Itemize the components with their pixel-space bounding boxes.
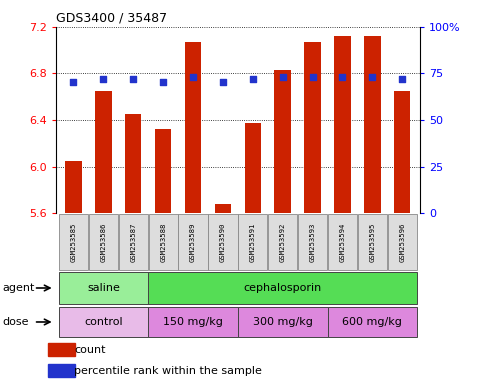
Point: [279, 74, 286, 80]
FancyBboxPatch shape: [327, 306, 417, 338]
Text: GSM253587: GSM253587: [130, 222, 136, 262]
Text: 150 mg/kg: 150 mg/kg: [163, 317, 223, 327]
Text: GSM253591: GSM253591: [250, 222, 256, 262]
FancyBboxPatch shape: [298, 214, 327, 270]
Text: dose: dose: [2, 317, 29, 327]
Bar: [215, 204, 231, 213]
Text: GSM253586: GSM253586: [100, 222, 106, 262]
FancyBboxPatch shape: [358, 214, 387, 270]
FancyBboxPatch shape: [119, 214, 148, 270]
Point: [369, 74, 376, 80]
FancyBboxPatch shape: [148, 306, 238, 338]
Text: agent: agent: [2, 283, 35, 293]
FancyBboxPatch shape: [148, 272, 417, 304]
Point: [99, 76, 107, 82]
Text: GDS3400 / 35487: GDS3400 / 35487: [56, 11, 167, 24]
Bar: [334, 36, 351, 213]
FancyBboxPatch shape: [238, 306, 327, 338]
Point: [309, 74, 316, 80]
Bar: [48, 364, 74, 377]
Text: percentile rank within the sample: percentile rank within the sample: [74, 366, 262, 376]
Point: [249, 76, 256, 82]
FancyBboxPatch shape: [58, 272, 148, 304]
Text: cephalosporin: cephalosporin: [243, 283, 322, 293]
FancyBboxPatch shape: [178, 214, 208, 270]
FancyBboxPatch shape: [208, 214, 238, 270]
Text: GSM253589: GSM253589: [190, 222, 196, 262]
Text: 300 mg/kg: 300 mg/kg: [253, 317, 313, 327]
Point: [129, 76, 137, 82]
Bar: [244, 124, 261, 213]
Bar: [274, 70, 291, 213]
Bar: [394, 91, 411, 213]
FancyBboxPatch shape: [328, 214, 357, 270]
FancyBboxPatch shape: [89, 214, 118, 270]
Bar: [65, 161, 82, 213]
FancyBboxPatch shape: [59, 214, 88, 270]
FancyBboxPatch shape: [268, 214, 298, 270]
Point: [159, 78, 167, 84]
Text: GSM253594: GSM253594: [340, 222, 345, 262]
Text: GSM253595: GSM253595: [369, 222, 375, 262]
Point: [70, 78, 77, 84]
Bar: [364, 36, 381, 213]
FancyBboxPatch shape: [238, 214, 268, 270]
Point: [398, 76, 406, 82]
Text: 600 mg/kg: 600 mg/kg: [342, 317, 402, 327]
Text: GSM253590: GSM253590: [220, 222, 226, 262]
Text: GSM253593: GSM253593: [310, 222, 315, 262]
Text: control: control: [84, 317, 123, 327]
FancyBboxPatch shape: [58, 306, 148, 338]
Bar: [95, 91, 112, 213]
Bar: [185, 42, 201, 213]
Text: GSM253596: GSM253596: [399, 222, 405, 262]
Text: GSM253588: GSM253588: [160, 222, 166, 262]
Bar: [304, 42, 321, 213]
Bar: [48, 343, 74, 356]
FancyBboxPatch shape: [148, 214, 178, 270]
Text: GSM253585: GSM253585: [71, 222, 76, 262]
Point: [219, 78, 227, 84]
Bar: [125, 114, 142, 213]
FancyBboxPatch shape: [388, 214, 417, 270]
Point: [339, 74, 346, 80]
Text: GSM253592: GSM253592: [280, 222, 286, 262]
Point: [189, 74, 197, 80]
Bar: [155, 129, 171, 213]
Text: saline: saline: [87, 283, 120, 293]
Text: count: count: [74, 345, 105, 355]
